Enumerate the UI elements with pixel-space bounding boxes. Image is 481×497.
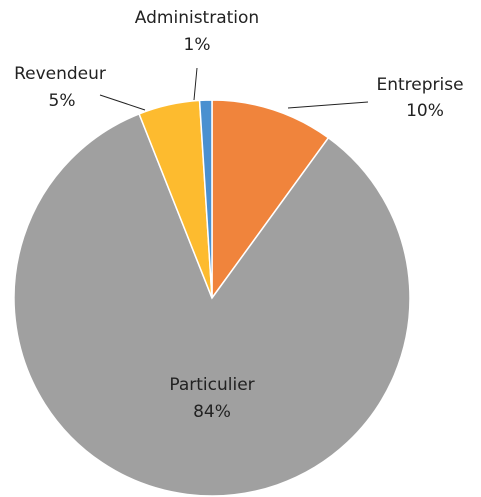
slice-label: Entreprise	[376, 75, 463, 95]
slice-value-label: 5%	[49, 91, 76, 111]
pie-slice	[211, 99, 330, 301]
slice-label: Revendeur	[14, 64, 106, 84]
leader-line	[99, 94, 146, 111]
slice-value-label: 10%	[406, 101, 444, 121]
pie-slice	[198, 99, 213, 299]
slice-value-label: 84%	[193, 402, 231, 422]
leader-line	[193, 67, 198, 101]
leader-line	[287, 101, 369, 109]
slice-value-label: 1%	[184, 35, 211, 55]
pie-slice	[13, 112, 411, 497]
slice-label: Particulier	[169, 375, 254, 395]
slice-label: Administration	[135, 8, 259, 28]
